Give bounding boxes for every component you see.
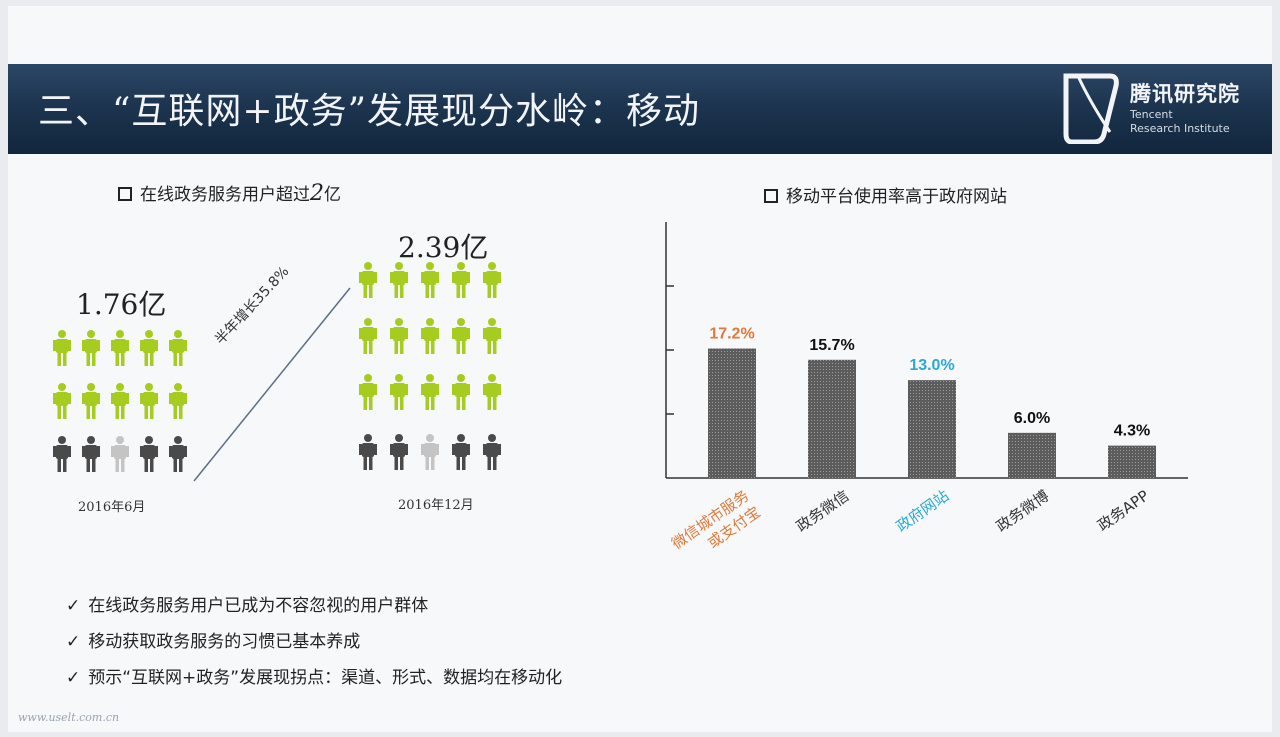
- conclusion-list: ✓ 在线政务服务用户已成为不容忽视的用户群体 ✓ 移动获取政务服务的习惯已基本养成 …: [66, 594, 562, 702]
- person-green-icon: [421, 318, 439, 354]
- right-heading: 移动平台使用率高于政府网站: [764, 182, 1007, 207]
- person-green-icon: [390, 262, 408, 298]
- person-green-icon: [452, 318, 470, 354]
- person-green-icon: [82, 383, 100, 419]
- data-label: 13.0%: [909, 357, 954, 374]
- people-infographic: [53, 262, 501, 482]
- person-green-icon: [359, 374, 377, 410]
- tencent-logo-icon: [1063, 73, 1119, 144]
- bar: [908, 380, 956, 478]
- person-green-icon: [111, 330, 129, 366]
- person-green-icon: [140, 330, 158, 366]
- data-label: 6.0%: [1014, 410, 1050, 427]
- list-item: ✓ 预示“互联网+政务”发展现拐点：渠道、形式、数据均在移动化: [66, 668, 563, 688]
- person-gray-icon: [359, 434, 377, 470]
- square-bullet-icon: [764, 189, 778, 203]
- logo-english-line2: Research Institute: [1130, 122, 1230, 135]
- logo-chinese: 腾讯研究院: [1130, 82, 1240, 106]
- list-item: ✓ 在线政务服务用户已成为不容忽视的用户群体: [66, 596, 429, 616]
- person-green-icon: [53, 330, 71, 366]
- category-label: 政府网站: [893, 487, 952, 536]
- tick-label: 政务微信: [793, 487, 852, 536]
- value-before: 1.76亿: [76, 288, 167, 321]
- check-icon: ✓: [66, 668, 81, 688]
- person-green-icon: [483, 318, 501, 354]
- person-green-icon: [53, 383, 71, 419]
- date-after: 2016年12月: [398, 498, 474, 513]
- check-icon: ✓: [66, 632, 81, 652]
- person-green-icon: [111, 383, 129, 419]
- tick-label: 政务微博: [993, 487, 1052, 536]
- bar: [1008, 432, 1056, 478]
- person-green-icon: [390, 374, 408, 410]
- person-green-icon: [82, 330, 100, 366]
- list-item: ✓ 移动获取政务服务的习惯已基本养成: [66, 632, 361, 652]
- data-label: 15.7%: [809, 337, 854, 354]
- value-after: 2.39亿: [398, 231, 489, 264]
- person-green-icon: [390, 318, 408, 354]
- watermark: www.uselt.com.cn: [18, 711, 120, 724]
- left-heading: 在线政务服务用户超过2亿: [118, 180, 341, 206]
- title-banner: 三、“互联网+政务”发展现分水岭：移动 腾讯研究院 Tencent Resear…: [8, 64, 1272, 154]
- bar: [1108, 445, 1156, 478]
- growth-line: [193, 287, 351, 482]
- person-gray-icon: [53, 436, 71, 472]
- person-green-icon: [421, 374, 439, 410]
- person-green-icon: [483, 374, 501, 410]
- person-green-icon: [169, 383, 187, 419]
- category-label: 政务微信: [793, 487, 852, 536]
- person-gray-icon: [452, 434, 470, 470]
- logo-english-line1: Tencent: [1130, 108, 1173, 121]
- tick-label: 政府网站: [893, 487, 952, 536]
- person-gray-icon: [82, 436, 100, 472]
- person-gray-icon: [140, 436, 158, 472]
- data-label: 4.3%: [1114, 423, 1150, 440]
- date-before: 2016年6月: [78, 500, 146, 515]
- person-gray-icon: [483, 434, 501, 470]
- person-green-icon: [359, 262, 377, 298]
- person-gray-icon: [111, 436, 129, 472]
- data-label: 17.2%: [709, 325, 754, 342]
- person-gray-icon: [169, 436, 187, 472]
- category-label: 政务微博: [993, 487, 1052, 536]
- person-green-icon: [169, 330, 187, 366]
- person-green-icon: [483, 262, 501, 298]
- bar: [708, 348, 756, 478]
- logo-english: Tencent Research Institute: [1130, 108, 1230, 136]
- square-bullet-icon: [118, 187, 132, 201]
- check-icon: ✓: [66, 596, 81, 616]
- person-gray-icon: [421, 434, 439, 470]
- person-green-icon: [421, 262, 439, 298]
- page-title: 三、“互联网+政务”发展现分水岭：移动: [38, 91, 700, 132]
- tick-label: 政务APP: [1094, 487, 1152, 535]
- person-green-icon: [452, 374, 470, 410]
- person-green-icon: [452, 262, 470, 298]
- bar: [808, 359, 856, 478]
- person-green-icon: [140, 383, 158, 419]
- person-green-icon: [359, 318, 377, 354]
- person-gray-icon: [390, 434, 408, 470]
- category-label: 政务APP: [1094, 487, 1152, 535]
